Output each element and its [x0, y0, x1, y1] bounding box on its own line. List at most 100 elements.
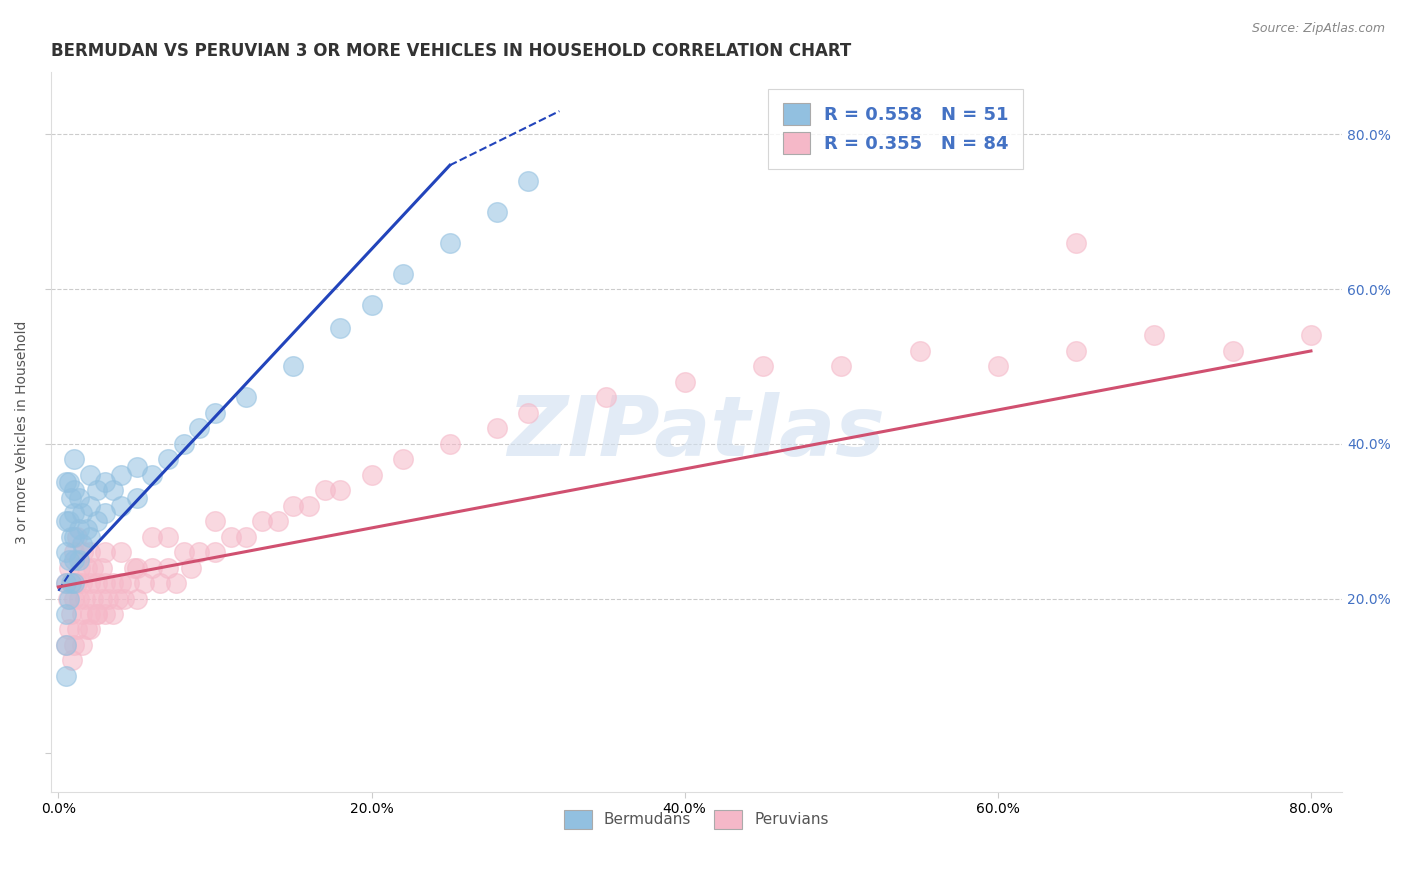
Point [70, 638, 93, 652]
Point [125, 460, 148, 475]
Point [67, 591, 90, 606]
Point [110, 576, 132, 591]
Point [94, 576, 117, 591]
Point [439, 437, 461, 451]
Point [94, 507, 117, 521]
Point [188, 545, 211, 559]
Point [79, 607, 101, 621]
Point [141, 467, 163, 482]
Point [76, 522, 98, 536]
Point [79, 499, 101, 513]
Point [59, 576, 82, 591]
Text: BERMUDAN VS PERUVIAN 3 OR MORE VEHICLES IN HOUSEHOLD CORRELATION CHART: BERMUDAN VS PERUVIAN 3 OR MORE VEHICLES … [51, 42, 851, 60]
Point [235, 530, 257, 544]
Point [235, 390, 257, 404]
Point [55, 545, 77, 559]
Point [55, 514, 77, 528]
Point [58, 591, 80, 606]
Point [485, 421, 508, 435]
Point [830, 359, 852, 374]
Point [91, 560, 114, 574]
Point [63, 576, 86, 591]
Point [107, 591, 129, 606]
Point [173, 545, 195, 559]
Point [250, 514, 273, 528]
Point [63, 452, 86, 467]
Point [91, 591, 114, 606]
Point [58, 623, 80, 637]
Point [392, 267, 415, 281]
Point [63, 545, 86, 559]
Point [66, 530, 89, 544]
Point [62, 653, 84, 667]
Point [55, 669, 77, 683]
Point [112, 591, 135, 606]
Point [86, 483, 108, 498]
Point [67, 522, 90, 536]
Point [86, 514, 108, 528]
Point [62, 576, 84, 591]
Point [149, 576, 172, 591]
Point [59, 607, 82, 621]
Point [63, 638, 86, 652]
Point [1064, 343, 1087, 358]
Point [55, 607, 77, 621]
Point [204, 545, 226, 559]
Point [118, 576, 141, 591]
Point [1222, 343, 1244, 358]
Point [86, 607, 108, 621]
Point [188, 421, 211, 435]
Point [66, 623, 89, 637]
Point [156, 560, 179, 574]
Point [58, 475, 80, 490]
Point [76, 623, 98, 637]
Point [94, 607, 117, 621]
Point [298, 499, 321, 513]
Point [517, 174, 540, 188]
Point [59, 530, 82, 544]
Point [1299, 328, 1322, 343]
Point [595, 390, 617, 404]
Point [56, 591, 79, 606]
Point [59, 491, 82, 505]
Point [63, 483, 86, 498]
Point [101, 483, 124, 498]
Point [69, 560, 91, 574]
Point [141, 530, 163, 544]
Point [79, 576, 101, 591]
Point [55, 576, 77, 591]
Point [63, 553, 86, 567]
Point [439, 235, 461, 250]
Point [63, 530, 86, 544]
Point [283, 499, 305, 513]
Point [70, 507, 93, 521]
Point [283, 359, 305, 374]
Point [125, 591, 148, 606]
Point [517, 406, 540, 420]
Point [673, 375, 696, 389]
Point [134, 576, 156, 591]
Point [72, 545, 94, 559]
Point [141, 560, 163, 574]
Point [204, 514, 226, 528]
Point [204, 406, 226, 420]
Point [173, 437, 195, 451]
Point [156, 530, 179, 544]
Point [908, 343, 931, 358]
Text: Source: ZipAtlas.com: Source: ZipAtlas.com [1251, 22, 1385, 36]
Point [86, 576, 108, 591]
Point [329, 320, 352, 334]
Legend: Bermudans, Peruvians: Bermudans, Peruvians [558, 804, 835, 835]
Point [63, 591, 86, 606]
Point [63, 507, 86, 521]
Point [219, 530, 242, 544]
Point [79, 545, 101, 559]
Point [79, 530, 101, 544]
Point [329, 483, 352, 498]
Point [73, 591, 96, 606]
Point [314, 483, 336, 498]
Point [70, 537, 93, 551]
Point [360, 297, 382, 311]
Point [101, 607, 124, 621]
Point [86, 607, 108, 621]
